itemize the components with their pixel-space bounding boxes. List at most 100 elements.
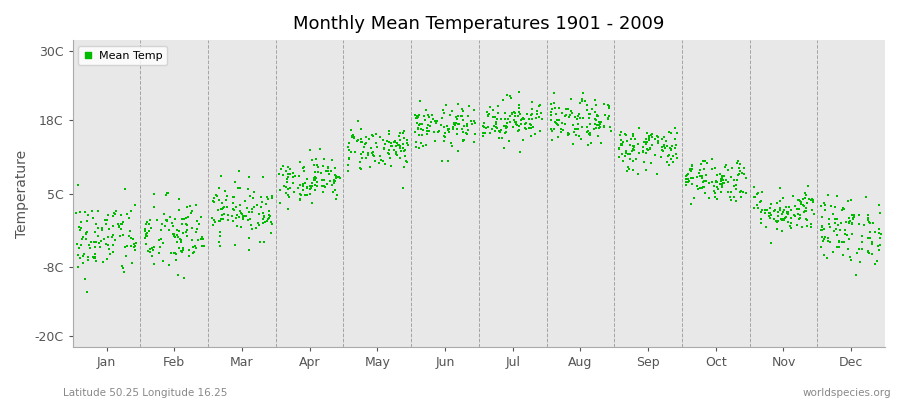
Mean Temp xyxy=(654,143,669,150)
Mean Temp xyxy=(175,220,189,227)
Mean Temp xyxy=(626,147,641,154)
Mean Temp xyxy=(705,156,719,162)
Mean Temp xyxy=(527,131,542,138)
Mean Temp xyxy=(459,130,473,137)
Mean Temp xyxy=(525,98,539,105)
Mean Temp xyxy=(754,189,769,196)
Mean Temp xyxy=(205,215,220,221)
Mean Temp xyxy=(790,222,805,228)
Mean Temp xyxy=(685,161,699,168)
Mean Temp xyxy=(169,251,184,257)
Mean Temp xyxy=(494,116,508,122)
Mean Temp xyxy=(582,131,597,137)
Mean Temp xyxy=(861,212,876,218)
Mean Temp xyxy=(320,168,335,174)
Mean Temp xyxy=(296,164,310,171)
Mean Temp xyxy=(755,207,770,213)
Mean Temp xyxy=(730,160,744,166)
Mean Temp xyxy=(373,153,387,159)
Mean Temp xyxy=(450,115,464,122)
Mean Temp xyxy=(562,114,576,121)
Mean Temp xyxy=(871,243,886,249)
Mean Temp xyxy=(872,230,886,236)
Mean Temp xyxy=(626,167,641,174)
Mean Temp xyxy=(398,153,412,159)
Mean Temp xyxy=(212,196,227,203)
Mean Temp xyxy=(640,145,654,152)
Mean Temp xyxy=(861,250,876,256)
Mean Temp xyxy=(115,221,130,228)
Mean Temp xyxy=(265,221,279,228)
Mean Temp xyxy=(872,226,886,232)
Mean Temp xyxy=(347,135,362,142)
Mean Temp xyxy=(814,214,829,220)
Mean Temp xyxy=(732,171,746,178)
Mean Temp xyxy=(304,200,319,206)
Mean Temp xyxy=(281,186,295,192)
Mean Temp xyxy=(365,132,380,138)
Mean Temp xyxy=(669,151,683,158)
Mean Temp xyxy=(683,165,698,172)
Mean Temp xyxy=(243,216,257,222)
Mean Temp xyxy=(155,220,169,227)
Mean Temp xyxy=(837,238,851,245)
Mean Temp xyxy=(240,204,255,211)
Mean Temp xyxy=(329,192,344,198)
Mean Temp xyxy=(716,180,730,186)
Mean Temp xyxy=(581,111,596,118)
Mean Temp xyxy=(251,220,266,226)
Mean Temp xyxy=(123,243,138,250)
Mean Temp xyxy=(545,106,560,112)
Mean Temp xyxy=(355,166,369,172)
Mean Temp xyxy=(310,156,324,162)
Mean Temp xyxy=(623,156,637,162)
Mean Temp xyxy=(346,134,361,140)
Mean Temp xyxy=(687,195,701,202)
Mean Temp xyxy=(300,192,314,198)
Mean Temp xyxy=(842,236,857,242)
Mean Temp xyxy=(552,117,566,123)
Mean Temp xyxy=(377,146,392,152)
Mean Temp xyxy=(747,184,761,190)
Mean Temp xyxy=(657,134,671,140)
Mean Temp xyxy=(845,221,859,228)
Mean Temp xyxy=(570,116,584,122)
Mean Temp xyxy=(842,215,856,221)
Mean Temp xyxy=(562,112,577,118)
Mean Temp xyxy=(364,144,379,151)
Mean Temp xyxy=(140,219,154,226)
Mean Temp xyxy=(436,124,451,130)
Mean Temp xyxy=(220,193,234,199)
Mean Temp xyxy=(534,110,548,116)
Mean Temp xyxy=(508,119,523,126)
Mean Temp xyxy=(561,132,575,139)
Mean Temp xyxy=(491,103,505,110)
Mean Temp xyxy=(328,176,342,183)
Mean Temp xyxy=(89,221,104,228)
Mean Temp xyxy=(273,187,287,193)
Mean Temp xyxy=(105,234,120,240)
Mean Temp xyxy=(355,154,369,161)
Mean Temp xyxy=(435,115,449,122)
Mean Temp xyxy=(638,135,652,142)
Mean Temp xyxy=(176,230,190,236)
Mean Temp xyxy=(367,153,382,159)
Mean Temp xyxy=(860,217,875,223)
Mean Temp xyxy=(655,147,670,153)
Mean Temp xyxy=(176,245,191,251)
Mean Temp xyxy=(495,135,509,141)
Mean Temp xyxy=(311,169,326,176)
Mean Temp xyxy=(656,143,670,150)
Mean Temp xyxy=(283,170,297,177)
Mean Temp xyxy=(182,247,196,253)
Mean Temp xyxy=(241,174,256,180)
Mean Temp xyxy=(522,116,536,122)
Mean Temp xyxy=(368,140,382,146)
Mean Temp xyxy=(441,126,455,132)
Mean Temp xyxy=(622,166,636,172)
Mean Temp xyxy=(840,232,854,238)
Mean Temp xyxy=(477,120,491,126)
Mean Temp xyxy=(87,244,102,250)
Mean Temp xyxy=(545,128,560,135)
Mean Temp xyxy=(152,250,166,256)
